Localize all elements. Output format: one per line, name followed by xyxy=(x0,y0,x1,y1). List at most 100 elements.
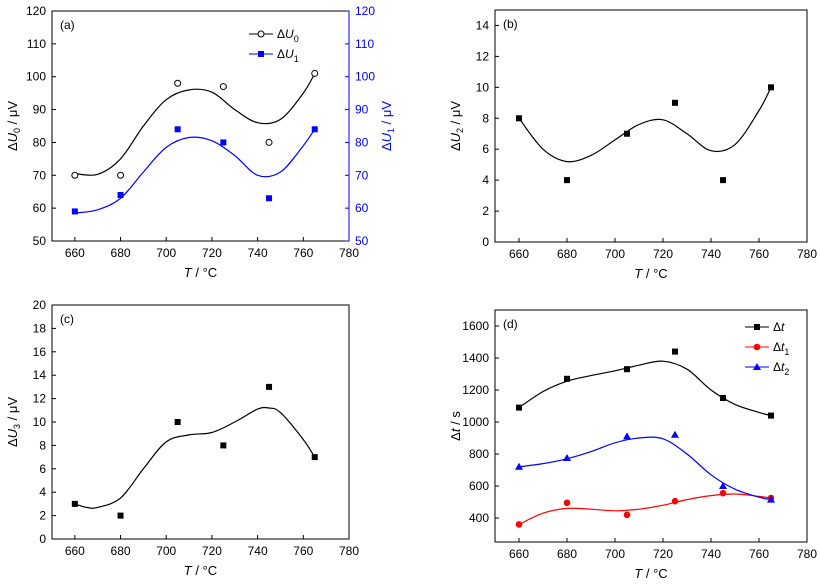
data-point xyxy=(720,395,726,401)
data-point xyxy=(266,195,273,202)
data-point xyxy=(768,84,774,91)
data-point xyxy=(174,79,182,87)
data-point xyxy=(71,171,79,179)
x-tick-label: 760 xyxy=(293,544,313,558)
x-tick-label: 660 xyxy=(65,246,85,260)
plot-frame xyxy=(494,309,808,543)
data-point xyxy=(719,489,727,497)
data-point xyxy=(311,454,318,461)
data-point xyxy=(671,497,679,505)
y-right-axis-title: ΔU1 / μV xyxy=(379,101,396,151)
x-tick-label: 760 xyxy=(749,547,769,561)
legend-label: Δt2 xyxy=(773,360,789,377)
x-tick-label: 660 xyxy=(509,547,529,561)
y-tick-label: 12 xyxy=(33,392,47,406)
y-tick-label: 4 xyxy=(482,173,489,187)
data-point xyxy=(564,177,570,184)
legend-marker xyxy=(258,51,264,57)
data-point xyxy=(563,454,571,461)
data-point xyxy=(515,521,523,528)
fit-curve xyxy=(74,406,316,509)
y-right-tick-label: 110 xyxy=(355,37,374,51)
y-tick-label: 12 xyxy=(476,49,490,63)
data-point xyxy=(266,383,273,390)
data-point xyxy=(174,419,181,425)
legend-marker xyxy=(257,30,265,38)
x-tick-label: 780 xyxy=(797,247,817,261)
y-tick-label: 70 xyxy=(33,168,47,182)
legend-marker xyxy=(754,324,760,330)
panel-label: (a) xyxy=(60,18,75,32)
data-point xyxy=(623,432,631,440)
panel-label: (d) xyxy=(503,317,518,331)
y-tick-label: 2 xyxy=(482,204,489,218)
x-tick-label: 740 xyxy=(248,544,268,558)
y-right-tick-label: 80 xyxy=(355,135,369,149)
x-tick-label: 740 xyxy=(701,247,721,261)
data-point xyxy=(767,495,775,503)
data-point xyxy=(311,126,318,133)
data-point xyxy=(117,171,125,179)
data-point xyxy=(720,177,726,184)
x-tick-label: 780 xyxy=(797,547,817,561)
y-right-tick-label: 70 xyxy=(355,168,369,182)
y-tick-label: 90 xyxy=(33,103,47,117)
y-tick-label: 14 xyxy=(33,368,47,382)
y-tick-label: 800 xyxy=(469,447,489,461)
x-tick-label: 680 xyxy=(557,247,577,261)
y-tick-label: 8 xyxy=(39,438,46,452)
legend-label: Δt1 xyxy=(773,340,789,357)
data-point xyxy=(71,208,78,215)
y-tick-label: 20 xyxy=(33,298,47,312)
x-tick-label: 720 xyxy=(202,544,222,558)
legend-label: Δt xyxy=(773,320,785,334)
y-tick-label: 6 xyxy=(39,462,46,476)
data-point xyxy=(671,430,679,438)
data-point xyxy=(624,130,630,137)
y-tick-label: 18 xyxy=(33,321,47,335)
x-tick-label: 700 xyxy=(605,247,625,261)
y-tick-label: 0 xyxy=(482,235,489,249)
data-point xyxy=(768,412,774,419)
x-axis-title: T / °C xyxy=(634,266,667,281)
fit-curve xyxy=(74,128,316,214)
y-right-tick-label: 90 xyxy=(355,103,369,117)
legend-label: ΔU0 xyxy=(277,27,299,44)
y-axis-title: ΔU3 / μV xyxy=(5,397,22,447)
data-point xyxy=(515,462,523,470)
y-tick-label: 50 xyxy=(33,234,47,248)
x-tick-label: 700 xyxy=(156,246,176,260)
data-point xyxy=(71,500,78,507)
fit-curve xyxy=(518,436,772,501)
plot-frame xyxy=(51,304,350,540)
data-point xyxy=(311,69,319,77)
y-axis-title: Δt / s xyxy=(448,411,463,441)
y-tick-label: 1000 xyxy=(462,415,489,429)
y-tick-label: 400 xyxy=(469,511,489,525)
x-tick-label: 740 xyxy=(248,246,268,260)
x-tick-label: 720 xyxy=(653,547,673,561)
x-tick-label: 740 xyxy=(701,547,721,561)
x-tick-label: 660 xyxy=(65,544,85,558)
data-point xyxy=(564,375,570,382)
y-right-tick-label: 100 xyxy=(355,70,375,84)
y-axis-title: ΔU0 / μV xyxy=(5,101,22,151)
data-point xyxy=(516,115,522,122)
data-point xyxy=(174,126,181,133)
fit-curve xyxy=(518,87,772,163)
plot-frame xyxy=(51,10,350,242)
y-axis-title: ΔU2 / μV xyxy=(448,101,465,151)
x-tick-label: 780 xyxy=(339,544,359,558)
x-tick-label: 700 xyxy=(156,544,176,558)
data-point xyxy=(220,139,227,146)
fit-curve xyxy=(74,73,316,176)
legend-marker xyxy=(753,363,761,370)
y-tick-label: 110 xyxy=(27,37,46,51)
y-tick-label: 60 xyxy=(33,201,47,215)
x-tick-label: 680 xyxy=(557,547,577,561)
panel-label: (b) xyxy=(503,17,518,31)
chart-panel-a: 660 680 700 720 740 760 7805060708090100110120… xyxy=(5,4,396,280)
y-tick-label: 600 xyxy=(469,479,489,493)
data-point xyxy=(623,511,631,519)
